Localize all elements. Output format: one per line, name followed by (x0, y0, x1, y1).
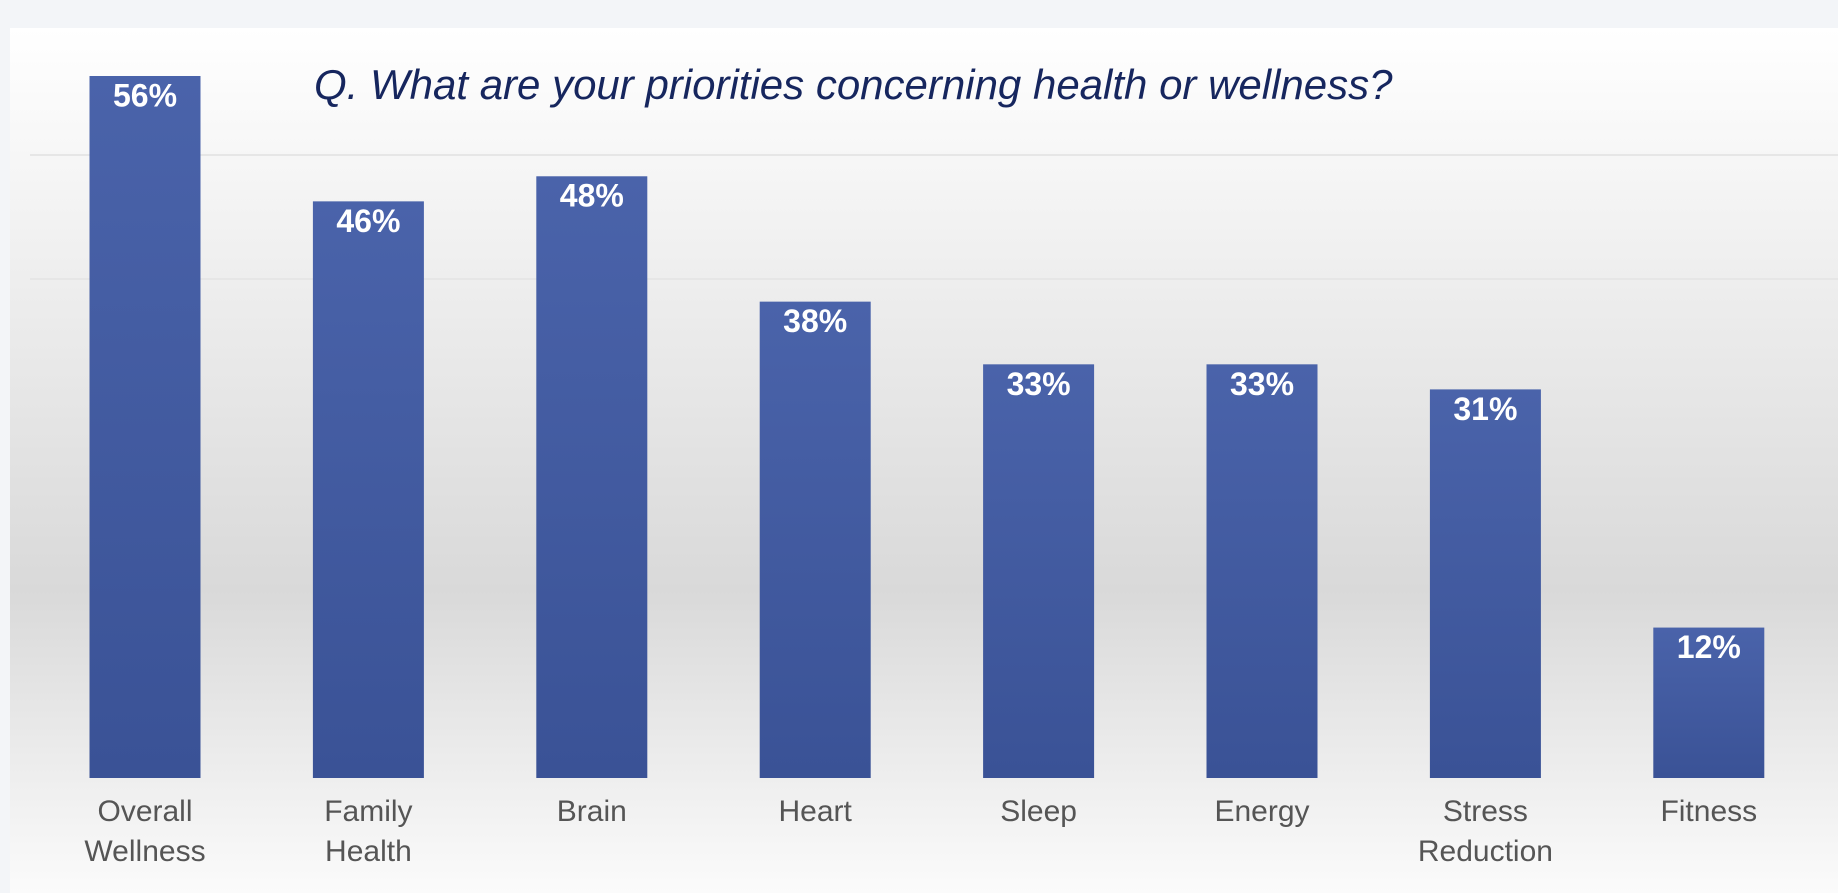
bar (1206, 364, 1318, 778)
x-tick-label: Family Health (324, 795, 412, 868)
value-label: 12% (1677, 629, 1741, 665)
bar (89, 76, 201, 778)
value-label: 56% (113, 77, 177, 113)
bar (759, 301, 871, 778)
bar (536, 176, 648, 779)
value-label: 48% (560, 178, 624, 214)
x-tick-label-line: Wellness (84, 835, 205, 868)
value-label: 33% (1230, 366, 1294, 402)
value-label: 46% (336, 203, 400, 239)
bar (312, 201, 424, 778)
bar (983, 364, 1095, 778)
value-label: 38% (783, 303, 847, 339)
x-tick-label-line: Overall (97, 795, 192, 828)
value-label: 31% (1453, 391, 1517, 427)
x-tick-label-line: Family (324, 795, 412, 828)
x-tick-label: Overall Wellness (84, 795, 205, 868)
x-tick-label: Brain (557, 795, 627, 828)
x-tick-label: Heart (779, 795, 853, 828)
x-tick-label: Sleep (1000, 795, 1077, 828)
x-tick-label: Energy (1214, 795, 1309, 828)
value-label: 33% (1007, 366, 1071, 402)
x-tick-label: Stress Reduction (1418, 795, 1553, 868)
x-tick-label-line: Stress (1443, 795, 1528, 828)
x-tick-label: Fitness (1660, 795, 1757, 828)
chart-title: Q. What are your priorities concerning h… (314, 61, 1393, 108)
bar (1653, 627, 1765, 778)
bar (1429, 389, 1541, 778)
chart-background (10, 28, 1838, 893)
x-tick-label-line: Reduction (1418, 835, 1553, 868)
x-tick-label-line: Health (325, 835, 412, 868)
